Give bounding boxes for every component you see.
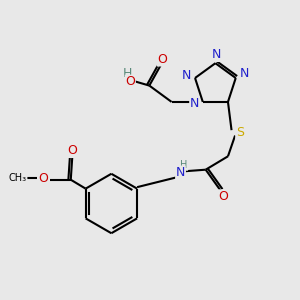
Text: N: N [182, 68, 191, 82]
Text: H: H [180, 160, 188, 170]
Text: N: N [190, 97, 199, 110]
Text: O: O [157, 53, 167, 66]
Text: S: S [236, 126, 244, 139]
Text: CH₃: CH₃ [9, 173, 27, 183]
Text: O: O [38, 172, 48, 185]
Text: N: N [211, 48, 221, 62]
Text: H: H [123, 67, 133, 80]
Text: O: O [125, 75, 135, 88]
Text: N: N [176, 166, 185, 179]
Text: O: O [67, 144, 77, 158]
Text: O: O [219, 190, 228, 203]
Text: N: N [240, 67, 249, 80]
